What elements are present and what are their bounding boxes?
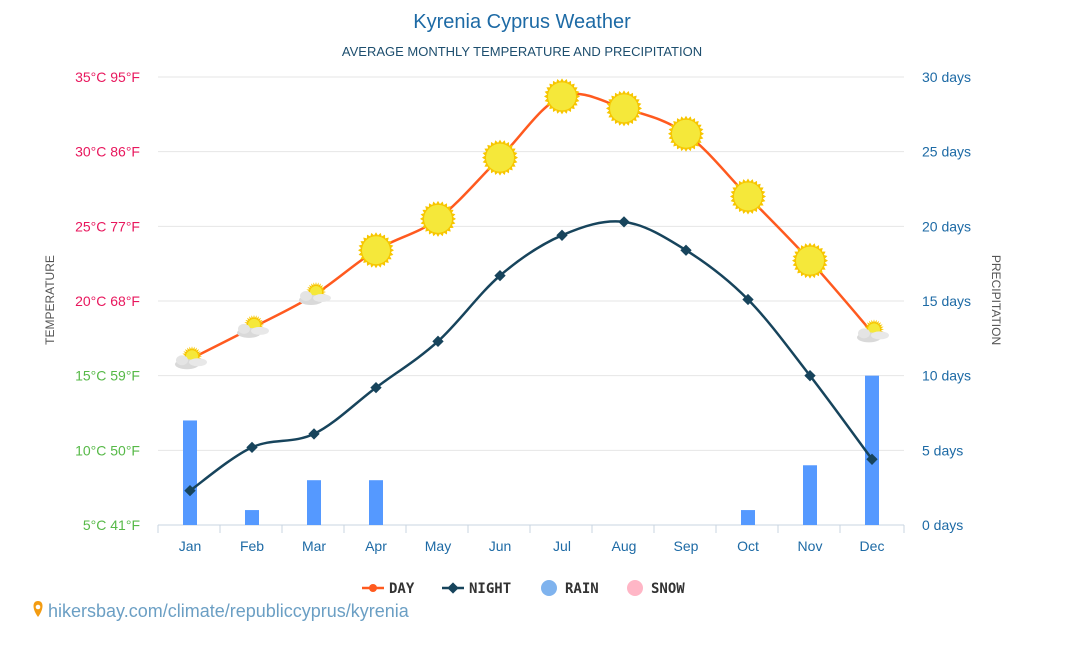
night-point: [680, 244, 692, 256]
night-point: [866, 453, 878, 465]
sun-disc: [548, 82, 576, 111]
partly-cloudy-icon: [299, 282, 331, 306]
x-tick-label: Jan: [179, 538, 202, 554]
x-tick-label: Feb: [240, 538, 264, 554]
sun-icon: [606, 90, 642, 127]
right-tick-label: 15 days: [922, 293, 971, 309]
rain-bar: [741, 510, 755, 525]
rain-bar: [183, 420, 197, 525]
night-point: [308, 428, 320, 440]
sun-icon: [544, 78, 580, 115]
partly-cloudy-icon: [175, 346, 207, 370]
sun-icon: [358, 232, 394, 269]
cloud: [300, 291, 312, 302]
legend-item-snow[interactable]: SNOW: [627, 580, 685, 597]
left-tick-label: 25°C 77°F: [75, 218, 140, 234]
cloud: [871, 331, 889, 340]
sun-icon: [792, 242, 828, 279]
sun-icon: [668, 115, 704, 152]
cloud: [189, 358, 207, 367]
legend-label: SNOW: [651, 581, 685, 597]
partly-cloudy-icon: [237, 314, 269, 338]
legend-label: RAIN: [565, 581, 599, 597]
legend-marker: [447, 582, 459, 594]
right-axis-label: PRECIPITATION: [989, 255, 1003, 345]
cloud: [176, 355, 188, 366]
right-tick-label: 25 days: [922, 144, 971, 160]
x-tick-label: Oct: [737, 538, 759, 554]
x-tick-label: Jul: [553, 538, 571, 554]
right-tick-label: 5 days: [922, 442, 963, 458]
x-tick-label: Aug: [612, 538, 637, 554]
left-tick-label: 35°C 95°F: [75, 69, 140, 85]
x-tick-label: Mar: [302, 538, 326, 554]
cloud: [858, 328, 870, 339]
sun-disc: [610, 94, 638, 123]
sun-disc: [486, 143, 514, 172]
x-tick-label: Apr: [365, 538, 387, 554]
rain-bar: [803, 465, 817, 525]
rain-bar: [307, 480, 321, 525]
legend-marker: [541, 580, 557, 596]
sun-disc: [362, 236, 390, 265]
legend-marker: [627, 580, 643, 596]
chart-title: Kyrenia Cyprus Weather: [413, 11, 631, 33]
sun-disc: [424, 204, 452, 233]
x-tick-label: Nov: [798, 538, 823, 554]
source-url[interactable]: hikersbay.com/climate/republiccyprus/kyr…: [48, 601, 410, 621]
cloud: [313, 294, 331, 303]
sun-disc: [672, 119, 700, 148]
partly-cloudy-icon: [857, 319, 889, 343]
rain-bar: [245, 510, 259, 525]
left-tick-label: 15°C 59°F: [75, 368, 140, 384]
sun-icon: [482, 139, 518, 176]
rain-bar: [369, 480, 383, 525]
left-axis-label: TEMPERATURE: [43, 255, 57, 345]
left-tick-label: 5°C 41°F: [83, 517, 140, 533]
legend-item-rain[interactable]: RAIN: [541, 580, 599, 597]
x-tick-label: Dec: [860, 538, 885, 554]
night-point: [618, 216, 630, 228]
x-tick-label: Sep: [674, 538, 699, 554]
legend-marker: [369, 584, 377, 592]
right-tick-label: 30 days: [922, 69, 971, 85]
night-point: [556, 229, 568, 241]
legend-label: DAY: [389, 581, 415, 597]
source-link[interactable]: hikersbay.com/climate/republiccyprus/kyr…: [33, 601, 410, 621]
left-tick-label: 20°C 68°F: [75, 293, 140, 309]
cloud: [238, 323, 250, 334]
sun-icon: [420, 200, 456, 237]
night-point: [742, 293, 754, 306]
rain-bar: [865, 375, 879, 525]
legend-item-day[interactable]: DAY: [362, 581, 415, 597]
sun-icon: [730, 178, 766, 215]
legend-label: NIGHT: [469, 581, 511, 597]
night-point: [804, 370, 816, 382]
night-point: [246, 441, 258, 454]
night-point: [370, 381, 382, 394]
right-tick-label: 10 days: [922, 368, 971, 384]
x-tick-label: Jun: [489, 538, 512, 554]
sun-disc: [734, 182, 762, 211]
legend-item-night[interactable]: NIGHT: [442, 581, 511, 597]
night-point: [432, 335, 444, 347]
night-point: [494, 269, 506, 282]
left-tick-label: 30°C 86°F: [75, 144, 140, 160]
x-tick-label: May: [425, 538, 451, 554]
night-point: [184, 484, 196, 497]
left-tick-label: 10°C 50°F: [75, 442, 140, 458]
sun-disc: [796, 246, 824, 275]
cloud: [251, 326, 269, 335]
chart-subtitle: AVERAGE MONTHLY TEMPERATURE AND PRECIPIT…: [342, 44, 702, 59]
right-tick-label: 20 days: [922, 218, 971, 234]
right-tick-label: 0 days: [922, 517, 963, 533]
